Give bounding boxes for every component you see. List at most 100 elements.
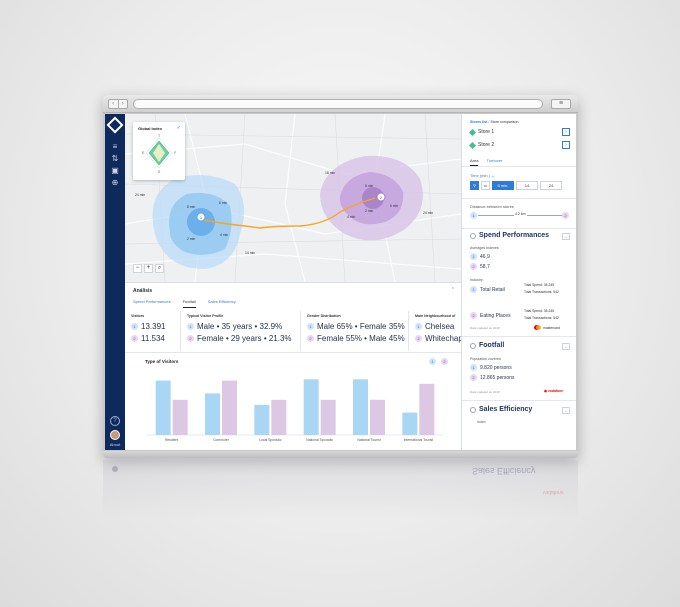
car-mode-button[interactable]: ▭ — [481, 181, 490, 190]
browser-nav-buttons[interactable]: ‹ › — [108, 99, 128, 109]
store2-icon — [468, 141, 477, 149]
collapse-icon[interactable]: ⌃ — [450, 287, 455, 293]
profile-column: Typical Visitor Profile 1 Male • 35 years… — [181, 311, 301, 351]
section-icon — [470, 232, 476, 239]
gender-store1: Male 65% • Female 35% — [317, 322, 405, 331]
section-icon — [470, 342, 476, 349]
bar-store2-international-tourist[interactable] — [419, 383, 435, 435]
bar-store1-commuter[interactable] — [205, 393, 220, 435]
neighbourhood-store1: Chelsea — [425, 322, 455, 331]
population-label: Population covered — [470, 357, 501, 361]
store1-icon — [468, 128, 477, 136]
map-search-button[interactable]: ⌕ — [155, 264, 164, 273]
tab-footfall[interactable]: Footfall — [182, 299, 196, 308]
avatar[interactable] — [110, 430, 120, 440]
zoom-in-button[interactable]: + — [144, 264, 153, 273]
app-sidebar: ≡ ⇅ ▣ ⊕ ? About — [105, 114, 125, 450]
store1-row[interactable]: Store 1 › — [468, 127, 570, 137]
visitors-store2: 11.534 — [141, 334, 165, 343]
section-icon — [470, 406, 476, 413]
store1-label: Store 1 — [478, 129, 495, 135]
profile-store1: Male • 35 years • 32.9% — [197, 322, 283, 331]
store1-badge: 1 — [187, 323, 194, 330]
legend-store2[interactable]: 2 — [441, 358, 448, 365]
forward-icon[interactable]: › — [117, 100, 128, 108]
population-store1: 1 9.820 persons — [470, 364, 512, 371]
help-icon[interactable]: ? — [110, 416, 120, 426]
store1-badge: 1 — [470, 253, 477, 260]
time-dropdown[interactable]: Time (min.) ⌄ — [470, 173, 495, 178]
x-tick-label: Commuter — [213, 438, 230, 442]
store2-row[interactable]: Store 2 › — [468, 140, 570, 150]
app-logo[interactable] — [106, 116, 124, 134]
bar-store2-local-sporadic[interactable] — [271, 399, 287, 435]
info-button[interactable]: ⌄ — [562, 233, 570, 240]
bar-store2-commuter[interactable] — [222, 380, 237, 435]
footfall-title: Footfall — [479, 342, 505, 349]
divider — [462, 228, 576, 229]
info-button[interactable]: ⌄ — [562, 407, 570, 414]
compare-icon[interactable]: ⇅ — [111, 154, 119, 163]
bar-store2-national-sporadic[interactable] — [320, 399, 336, 435]
store2-badge: 2 — [470, 312, 477, 319]
walk-mode-button[interactable]: ⚲ — [470, 181, 479, 190]
bar-store2-resident[interactable] — [172, 399, 188, 435]
time-mode-selector: ⚲ ▭ 6 min. 14 24 — [470, 181, 562, 190]
global-index-widget[interactable]: Global Index ✓ T F S E — [133, 122, 185, 180]
radar-chart: T F S E — [142, 134, 176, 174]
menu-icon[interactable]: ≡ — [112, 142, 118, 151]
map-view[interactable]: 1 2 8 min 6 min 4 min 2 min 8 min 6 min … — [125, 114, 461, 282]
radar-axis-label: F — [174, 151, 176, 155]
spend-section-title: Spend Performances — [470, 232, 549, 239]
total-spend-1: Total Spend: 35.245 — [524, 283, 555, 287]
browser-bottom-bar — [103, 451, 578, 458]
check-icon[interactable]: ✓ — [176, 125, 181, 131]
analysis-columns: Visitors 1 13.391 2 11.534 Typical Visitor… — [125, 311, 461, 351]
reflection-logo: vodafone — [543, 489, 564, 495]
target-icon[interactable]: ⊕ — [111, 178, 119, 187]
browser-menu-button[interactable]: ≡ — [551, 99, 571, 109]
time-option-24[interactable]: 24 — [540, 181, 562, 190]
store-icon[interactable]: ▣ — [111, 166, 119, 175]
store2-badge: 2 — [470, 263, 477, 270]
radar-axis-label: T — [158, 134, 161, 138]
x-tick-label: National Tourist — [357, 438, 380, 442]
total-tx-1: Total Transactions: 542 — [524, 290, 559, 294]
bar-store1-resident[interactable] — [155, 380, 171, 435]
back-icon[interactable]: ‹ — [112, 101, 115, 107]
bar-store1-local-sporadic[interactable] — [254, 404, 270, 435]
info-button[interactable]: ⌄ — [562, 343, 570, 350]
store1-go-button[interactable]: › — [562, 128, 570, 136]
store1-badge: 1 — [307, 323, 314, 330]
x-tick-label: Resident — [165, 438, 178, 442]
sales-section-title: Sales Efficiency — [470, 406, 532, 413]
svg-text:2: 2 — [380, 195, 383, 200]
store1-badge: 1 — [131, 323, 138, 330]
time-option-6[interactable]: 6 min. — [492, 181, 514, 190]
bar-store1-international-tourist[interactable] — [402, 412, 418, 435]
tab-area[interactable]: Area — [470, 158, 479, 166]
industry2-label: Eating Places — [480, 312, 511, 319]
breadcrumb-current: Store comparison — [490, 120, 519, 124]
spend-title: Spend Performances — [479, 232, 550, 239]
bar-store1-national-tourist[interactable] — [353, 379, 368, 435]
breadcrumb-link[interactable]: Stores list — [470, 120, 488, 124]
store1-marker: 1 — [196, 212, 206, 222]
bar-store2-national-tourist[interactable] — [370, 399, 385, 435]
time-option-14[interactable]: 14 — [516, 181, 538, 190]
about-label[interactable]: About — [109, 442, 121, 447]
legend-store1[interactable]: 1 — [429, 358, 436, 365]
store2-badge: 2 — [562, 212, 569, 219]
address-bar[interactable] — [133, 99, 543, 109]
tab-sales-efficiency[interactable]: Sales Efficiency — [207, 299, 236, 304]
neighbourhood-header: Main Neighbourhood of — [415, 314, 456, 318]
bar-store1-national-sporadic[interactable] — [303, 379, 319, 435]
store2-go-button[interactable]: › — [562, 141, 570, 149]
zoom-out-button[interactable]: − — [133, 264, 142, 273]
pop1-value: 9.820 persons — [480, 364, 512, 371]
tab-turnover[interactable]: Turnover — [486, 158, 503, 163]
tab-spend-performances[interactable]: Spend Performances — [133, 299, 171, 304]
avg-store1: 1 46,9 — [470, 253, 490, 260]
divider — [462, 336, 576, 337]
gender-header: Gender Distribution — [307, 314, 341, 318]
